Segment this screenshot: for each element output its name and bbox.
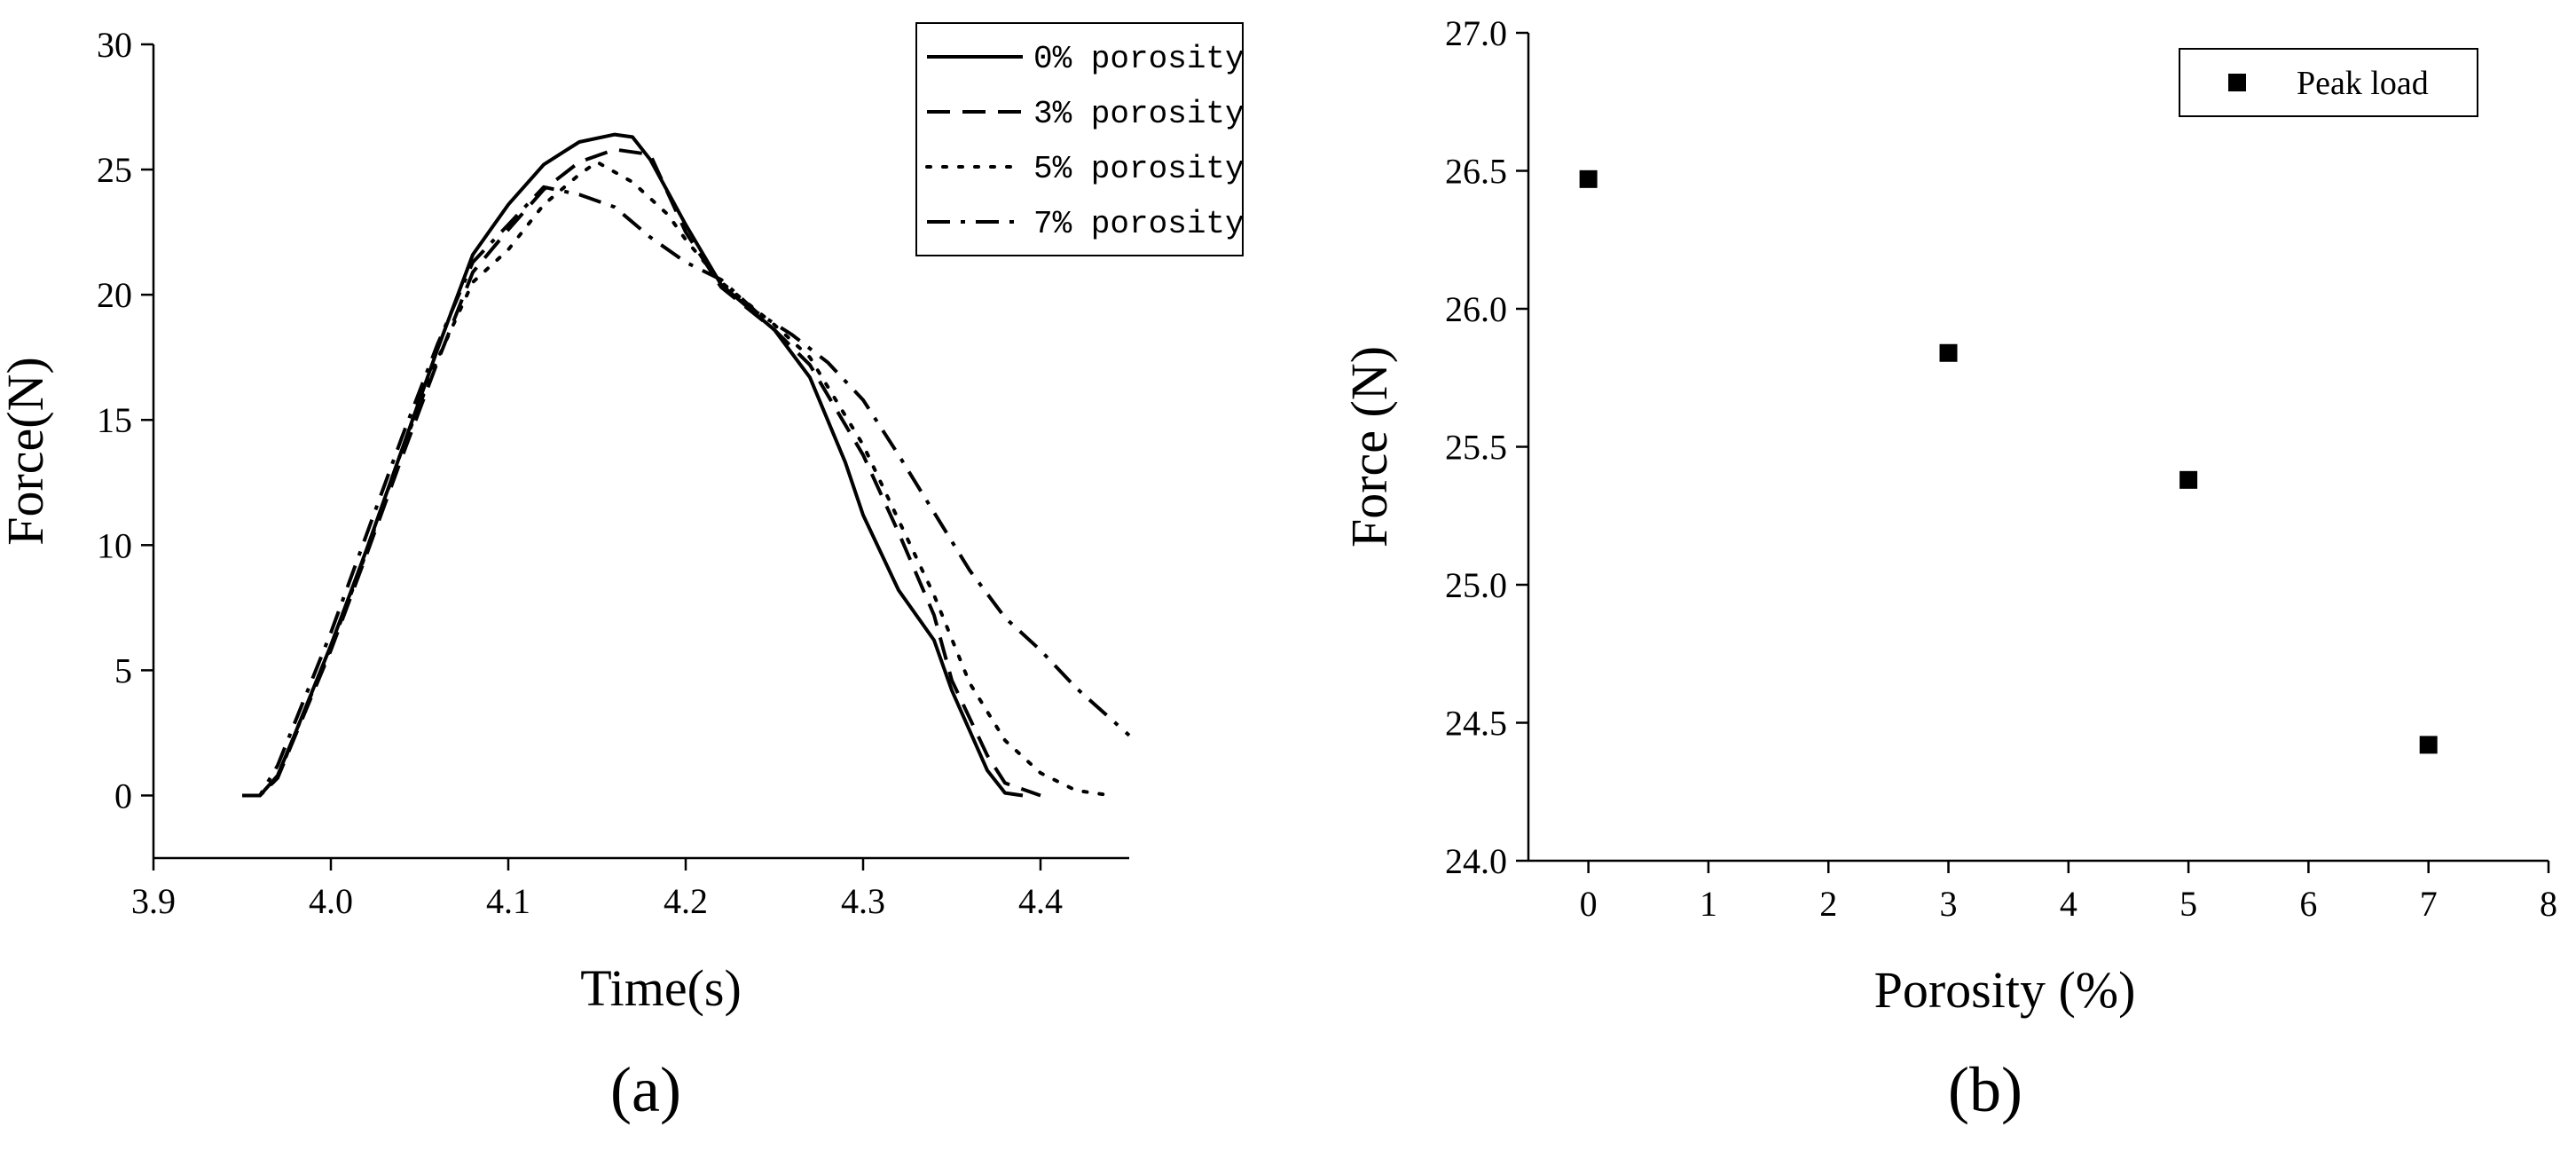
y-axis-label: Force(N) <box>0 357 54 546</box>
y-tick-label: 26.0 <box>1445 289 1507 329</box>
legend-box <box>915 22 1244 256</box>
legend-label-3: 7% porosity <box>1033 206 1245 242</box>
legend-label-0: 0% porosity <box>1033 41 1245 77</box>
legend-label-1: 3% porosity <box>1033 96 1245 132</box>
x-tick-label: 4 <box>2060 884 2077 924</box>
x-tick-label: 3.9 <box>131 881 176 921</box>
x-tick-label: 5 <box>2179 884 2197 924</box>
y-tick-label: 15 <box>97 400 132 440</box>
x-axis-label: Porosity (%) <box>1874 961 2136 1019</box>
y-tick-label: 0 <box>114 776 132 815</box>
x-tick-label: 4.1 <box>486 881 530 921</box>
panel-label: (a) <box>610 1054 681 1125</box>
x-tick-label: 4.4 <box>1018 881 1063 921</box>
y-tick-label: 5 <box>114 650 132 690</box>
x-tick-label: 7 <box>2420 884 2438 924</box>
data-point-square <box>1579 169 1598 188</box>
legend-label-0: Peak load <box>2297 65 2429 102</box>
y-tick-label: 10 <box>97 525 132 565</box>
x-tick-label: 4.0 <box>309 881 353 921</box>
data-point-square <box>1939 343 1958 362</box>
legend-label-2: 5% porosity <box>1033 151 1245 187</box>
y-tick-label: 25.0 <box>1445 565 1507 605</box>
x-axis-label: Time(s) <box>580 959 742 1017</box>
y-tick-label: 27.0 <box>1445 13 1507 53</box>
y-tick-label: 25 <box>97 150 132 190</box>
legend-marker-0 <box>2228 74 2246 91</box>
chart-panel-b: 0 1 2 3 4 5 6 7 8 24.0 24.5 25.0 25.5 26.0 26.5 27.0 Por… <box>1340 13 2557 1125</box>
y-tick-label: 30 <box>97 25 132 65</box>
x-tick-label: 0 <box>1580 884 1598 924</box>
y-tick-label: 24.5 <box>1445 704 1507 744</box>
y-tick-label: 24.0 <box>1445 841 1507 881</box>
x-tick-label: 3 <box>1940 884 1958 924</box>
series-line-0 <box>242 132 1024 798</box>
x-tick-label: 2 <box>1819 884 1837 924</box>
series-line-3 <box>242 185 1131 798</box>
y-tick-label: 20 <box>97 275 132 315</box>
y-tick-label: 25.5 <box>1445 428 1507 468</box>
x-tick-label: 1 <box>1700 884 1717 924</box>
y-axis-label: Force (N) <box>1340 346 1398 547</box>
x-tick-label: 4.2 <box>664 881 708 921</box>
data-point-square <box>2179 470 2198 489</box>
panel-label: (b) <box>1948 1054 2022 1125</box>
x-tick-label: 8 <box>2540 884 2557 924</box>
chart-panel-a: 3.9 4.0 4.1 4.2 4.3 4.4 0 5 10 15 20 25 30 Time(s) For… <box>0 22 1245 1125</box>
x-tick-label: 4.3 <box>841 881 885 921</box>
y-tick-label: 26.5 <box>1445 152 1507 192</box>
data-point-square <box>2419 736 2438 754</box>
x-tick-label: 6 <box>2299 884 2317 924</box>
